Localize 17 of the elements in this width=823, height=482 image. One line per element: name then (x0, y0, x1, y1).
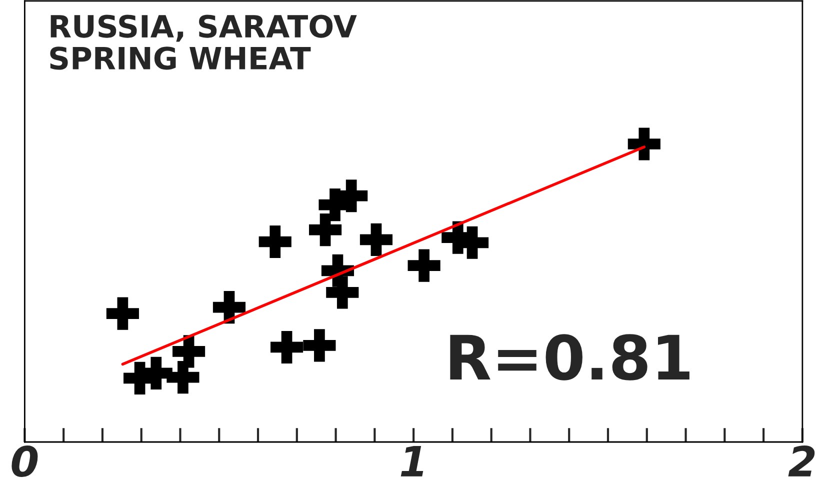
point (309, 214, 342, 246)
point (360, 223, 393, 256)
chart-title: RUSSIA, SARATOV SPRING WHEAT (50, 14, 357, 70)
point (212, 291, 246, 324)
point (408, 249, 440, 282)
annotation: R=0.81 (450, 334, 690, 380)
point (303, 329, 336, 362)
point (258, 225, 292, 258)
point (270, 330, 304, 364)
point (106, 297, 139, 330)
point (326, 276, 359, 309)
point (628, 128, 660, 160)
x-tick-label: 0 (12, 446, 38, 478)
point (166, 361, 200, 394)
x-tick-label: 1 (400, 446, 424, 476)
x-tick-label: 2 (788, 446, 815, 476)
point (172, 335, 206, 368)
